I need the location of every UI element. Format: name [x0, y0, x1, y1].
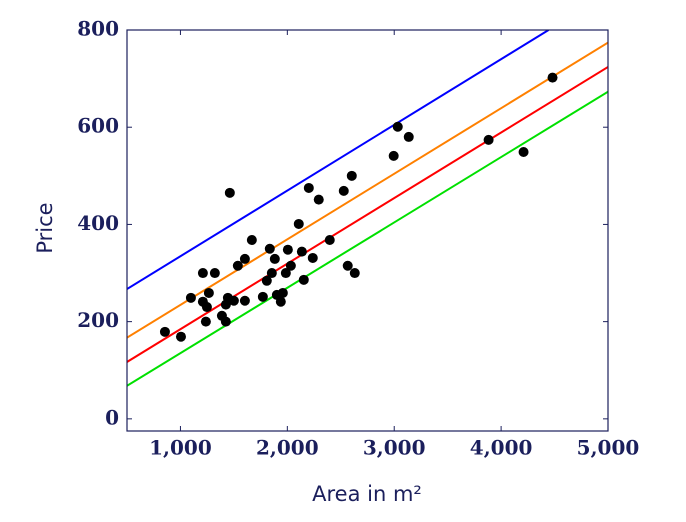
y-tick-label: 400 [77, 211, 119, 235]
point [275, 296, 286, 307]
point [293, 218, 304, 229]
point [346, 170, 357, 181]
point [224, 187, 235, 198]
point [246, 234, 257, 245]
x-tick-label: 4,000 [470, 436, 533, 460]
point [185, 292, 196, 303]
point [342, 260, 353, 271]
point [257, 291, 268, 302]
fit-line [127, 41, 608, 339]
point [209, 268, 220, 279]
point [228, 295, 239, 306]
plot [127, 30, 608, 387]
point [296, 246, 307, 257]
point [175, 331, 186, 342]
point [547, 72, 558, 83]
fit-line [127, 30, 550, 290]
point [518, 147, 529, 158]
fit-line [127, 66, 608, 363]
point [277, 287, 288, 298]
plot-frame [126, 29, 609, 432]
x-axis-label: Area in m² [312, 482, 422, 506]
y-axis-label: Price [33, 202, 57, 253]
x-tick-label: 5,000 [577, 436, 640, 460]
point [159, 326, 170, 337]
point [338, 185, 349, 196]
point [483, 134, 494, 145]
y-tick-label: 600 [77, 114, 119, 138]
point [200, 316, 211, 327]
point [303, 182, 314, 193]
x-tick-label: 1,000 [149, 436, 212, 460]
point [239, 295, 250, 306]
point [201, 302, 212, 313]
fit-line [127, 90, 608, 387]
point [266, 268, 277, 279]
point [239, 253, 250, 264]
point [261, 275, 272, 286]
point [349, 268, 360, 279]
point [203, 287, 214, 298]
point [324, 234, 335, 245]
point [307, 252, 318, 263]
point [388, 150, 399, 161]
point [298, 274, 309, 285]
y-tick-label: 200 [77, 308, 119, 332]
y-tick-label: 800 [77, 17, 119, 41]
y-tick-label: 0 [105, 405, 119, 429]
point [232, 260, 243, 271]
point [285, 260, 296, 271]
x-tick-label: 2,000 [256, 436, 319, 460]
point [392, 121, 403, 132]
point [282, 244, 293, 255]
x-tick-label: 3,000 [363, 436, 426, 460]
point [403, 131, 414, 142]
point [264, 243, 275, 254]
point [269, 253, 280, 264]
point [220, 316, 231, 327]
point [197, 268, 208, 279]
point [280, 268, 291, 279]
point [313, 194, 324, 205]
